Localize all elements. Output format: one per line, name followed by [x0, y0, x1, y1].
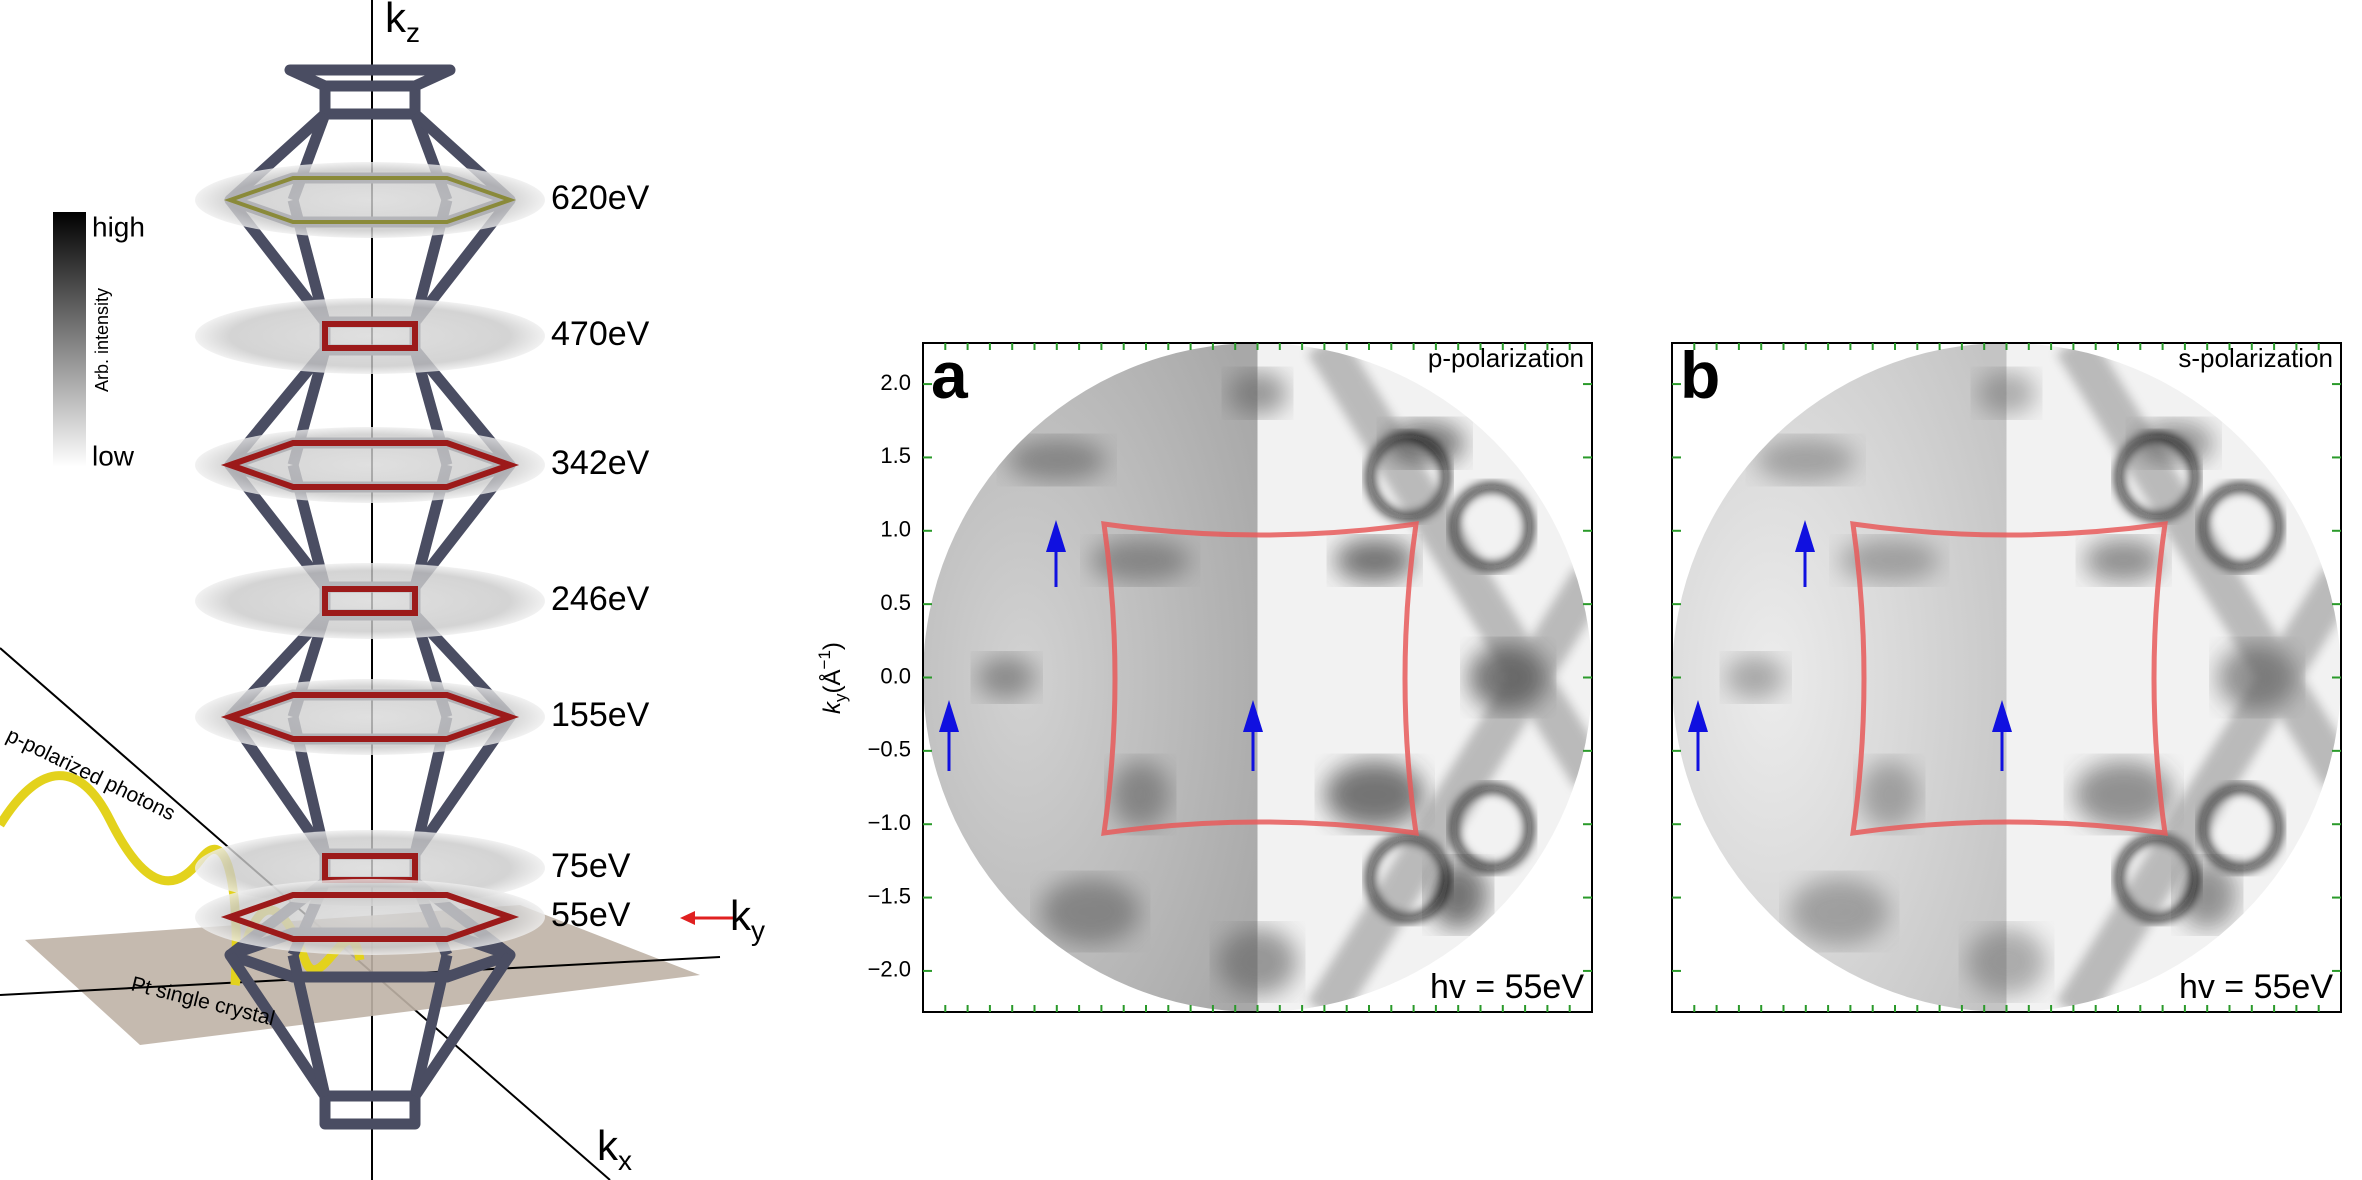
- ky-arrowhead: [680, 911, 695, 925]
- arrow-head: [1992, 700, 2012, 732]
- kx-label: kx: [597, 1122, 632, 1176]
- arrow-head: [1795, 520, 1815, 552]
- kz-label: kz: [385, 0, 420, 48]
- zone-face: [319, 80, 421, 120]
- intensity-feature: [1789, 877, 1890, 946]
- y-tick-label: 1.0: [880, 517, 911, 542]
- energy-label: 55eV: [551, 896, 631, 934]
- map-panel: 2.0 1.5 1.0 0.5 0.0 −0.5 −1.0 −1.5 −2.0 a p-polari…: [868, 338, 1593, 1013]
- bz-boundary: [1101, 521, 1419, 836]
- zone-edge: [287, 953, 331, 1098]
- energy-disk: [195, 427, 545, 503]
- y-tick-label: −1.5: [868, 883, 911, 908]
- intensity-feature: [1839, 538, 1940, 583]
- zone-edge: [410, 951, 515, 1100]
- ky-label: ky: [730, 892, 765, 946]
- zone-top: [284, 64, 456, 92]
- energy-label: 155eV: [551, 696, 650, 734]
- intensity-feature: [1006, 438, 1107, 483]
- fermi-contour: [322, 321, 418, 351]
- polarization-label: s-polarization: [2178, 343, 2333, 373]
- intensity-feature: [1334, 538, 1415, 583]
- intensity-feature: [1755, 438, 1856, 483]
- zone-edge: [225, 951, 330, 1100]
- arrow-head: [1243, 700, 1263, 732]
- panel-letter: b: [1680, 338, 1720, 412]
- energy-label: 75eV: [551, 847, 631, 885]
- colorbar-low: low: [92, 440, 135, 471]
- photon-label: p-polarized photons: [3, 724, 179, 826]
- colorbar-title: Arb. intensity: [92, 288, 112, 392]
- intensity-feature: [1090, 538, 1191, 583]
- zone-edge: [409, 953, 453, 1098]
- fermi-contour: [220, 692, 520, 742]
- y-tick-label: 0.0: [880, 663, 911, 688]
- y-tick-label: 1.5: [880, 443, 911, 468]
- energy-disk: [195, 298, 545, 374]
- intensity-feature: [1725, 655, 1786, 700]
- intensity-feature: [2177, 860, 2238, 929]
- energy-label: 470eV: [551, 315, 650, 353]
- intensity-feature: [1859, 760, 1920, 829]
- intensity-feature: [1040, 877, 1141, 946]
- colorbar: [53, 212, 86, 467]
- intensity-feature: [1110, 760, 1171, 829]
- y-tick-label: 2.0: [880, 370, 911, 395]
- arrow-head: [1688, 700, 1708, 732]
- bz-boundary: [1850, 521, 2168, 836]
- intensity-map: [923, 343, 1592, 1012]
- energy-disk: [195, 563, 545, 639]
- intensity-feature: [976, 655, 1037, 700]
- fermi-contour: [220, 440, 520, 490]
- intensity-feature: [1966, 927, 2047, 996]
- energy-label: 246eV: [551, 580, 650, 618]
- panel-letter: a: [931, 338, 969, 412]
- y-axis-label: ky(Å−1): [815, 642, 850, 714]
- intensity-feature: [1324, 760, 1425, 829]
- energy-disk: [195, 679, 545, 755]
- photon-energy-label: hv = 55eV: [1430, 968, 1584, 1006]
- energy-disk: [195, 879, 545, 955]
- intensity-map: [1672, 343, 2341, 1012]
- intensity-feature: [1227, 371, 1288, 416]
- arrow-head: [939, 700, 959, 732]
- map-panel: b s-polarization hv = 55eV: [1671, 338, 2342, 1013]
- intensity-band: [2056, 343, 2341, 1012]
- intensity-feature: [2073, 760, 2174, 829]
- polarization-label: p-polarization: [1428, 343, 1584, 373]
- y-tick-label: −0.5: [868, 737, 911, 762]
- y-tick-label: −1.0: [868, 810, 911, 835]
- momentum-maps: 2.0 1.5 1.0 0.5 0.0 −0.5 −1.0 −1.5 −2.0 a p-polari…: [868, 338, 2342, 1013]
- colorbar-high: high: [92, 211, 145, 242]
- intensity-band: [1307, 343, 1592, 1012]
- energy-cuts: 620eV 470eV 342eV 246eV 155eV 75eV 55eV: [195, 162, 650, 955]
- zone-face: [319, 1090, 421, 1130]
- y-tick-label: 0.5: [880, 590, 911, 615]
- fermi-contour: [322, 853, 418, 883]
- intensity-feature: [1217, 927, 1298, 996]
- energy-disk: [195, 162, 545, 238]
- photon-energy-label: hv = 55eV: [2179, 968, 2333, 1006]
- energy-label: 342eV: [551, 444, 650, 482]
- arrow-head: [1046, 520, 1066, 552]
- intensity-feature: [1976, 371, 2037, 416]
- intensity-feature: [2083, 538, 2164, 583]
- intensity-feature: [1428, 860, 1489, 929]
- energy-label: 620eV: [551, 179, 650, 217]
- y-tick-label: −2.0: [868, 957, 911, 982]
- fermi-contour: [322, 586, 418, 616]
- fermi-contour: [220, 892, 520, 942]
- fermi-contour: [223, 176, 517, 224]
